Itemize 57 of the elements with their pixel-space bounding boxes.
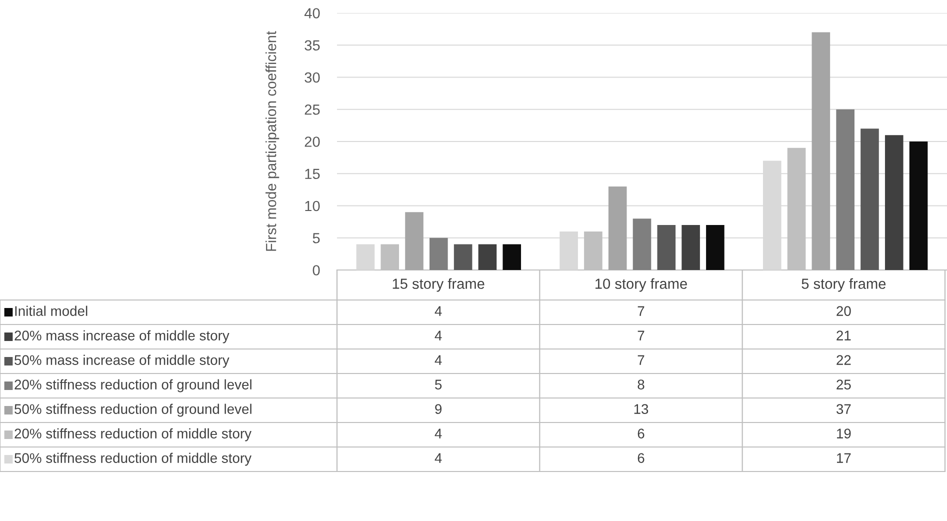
data-label: 8: [638, 380, 644, 390]
bar: [682, 225, 700, 270]
data-label: 37: [836, 404, 851, 414]
bar: [405, 212, 424, 270]
bar: [884, 135, 904, 270]
data-label: 4: [434, 355, 442, 365]
y-tick-label: 20: [304, 136, 320, 147]
y-tick-label: 25: [304, 104, 320, 115]
data-label: 17: [837, 453, 851, 463]
data-label: 7: [638, 355, 644, 365]
data-label: 6: [638, 428, 644, 438]
bar: [812, 32, 830, 270]
data-label: 21: [836, 330, 851, 340]
data-label: 5: [435, 380, 442, 390]
data-label: 7: [638, 330, 644, 340]
data-label: 4: [434, 428, 442, 438]
bar: [909, 142, 928, 270]
bar: [657, 225, 676, 270]
data-label: 4: [434, 306, 442, 316]
legend-label: 20% stiffness reduction of middle story: [14, 428, 252, 442]
x-tick-label: 15 story frame: [392, 278, 484, 292]
bar: [860, 128, 879, 270]
y-tick-label: 5: [312, 233, 320, 244]
y-tick-label: 35: [304, 40, 320, 51]
legend-label: 50% stiffness reduction of middle story: [14, 452, 252, 466]
bar: [608, 186, 627, 270]
data-label: 13: [634, 404, 648, 414]
data-label: 4: [434, 330, 442, 340]
x-tick-label: 5 story frame: [802, 278, 886, 292]
bar: [632, 218, 652, 270]
legend-label: 20% mass increase of middle story: [14, 330, 230, 344]
data-label: 19: [837, 428, 851, 438]
y-tick-label: 30: [304, 72, 320, 83]
data-label: 6: [638, 453, 644, 463]
x-tick-label: 10 story frame: [596, 278, 687, 292]
y-axis-title: First mode participation coefficient: [266, 31, 280, 251]
data-label: 25: [836, 380, 851, 390]
data-label: 9: [435, 404, 442, 414]
bar: [836, 109, 854, 270]
bar: [478, 244, 497, 270]
y-tick-label: 0: [312, 265, 320, 276]
data-label: 20: [836, 306, 851, 316]
data-label: 7: [638, 306, 644, 316]
legend-label: Initial model: [15, 306, 88, 316]
y-tick-label: 15: [305, 168, 320, 180]
bar: [454, 244, 472, 270]
bar: [430, 238, 448, 270]
legend-label: 50% mass increase of middle story: [14, 354, 230, 368]
data-label: 4: [434, 453, 442, 463]
data-label: 22: [836, 355, 851, 365]
legend-label: 20% stiffness reduction of ground level: [14, 379, 252, 392]
y-tick-label: 10: [305, 200, 320, 212]
y-tick-label: 40: [304, 8, 320, 18]
bar: [356, 244, 375, 270]
bar: [502, 244, 522, 270]
legend-label: 50% stiffness reduction of ground level: [14, 404, 252, 417]
bar: [706, 225, 724, 270]
